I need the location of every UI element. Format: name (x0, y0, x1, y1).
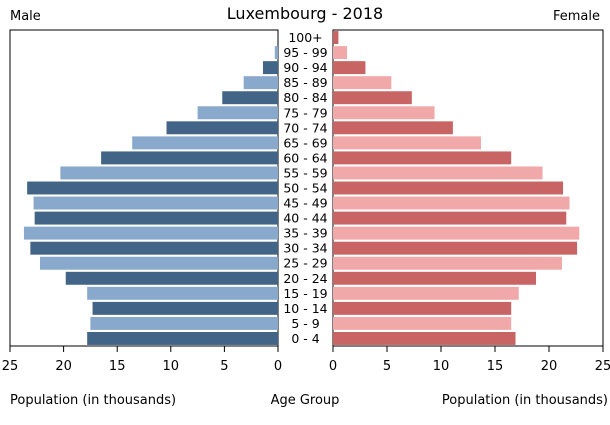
age-group-label: 100+ (288, 30, 322, 45)
age-group-label: 15 - 19 (283, 286, 327, 301)
female-bar-14 (333, 241, 578, 255)
age-group-label: 5 - 9 (291, 316, 319, 331)
male-bar-13 (23, 226, 278, 240)
age-group-label: 50 - 54 (283, 181, 327, 196)
male-bar-7 (132, 136, 278, 150)
male-bar-20 (87, 332, 279, 345)
age-group-label: 10 - 14 (283, 301, 327, 316)
male-side-label: Male (10, 9, 41, 24)
female-bar-10 (333, 181, 564, 195)
age-group-label: 95 - 99 (283, 45, 327, 60)
male-bar-3 (243, 76, 278, 90)
female-bar-18 (333, 301, 512, 315)
male-bar-16 (65, 271, 278, 285)
male-bar-11 (33, 196, 278, 210)
age-group-label: 25 - 29 (283, 256, 327, 271)
female-bar-16 (333, 271, 537, 285)
male-bar-12 (34, 211, 278, 225)
age-group-label: 70 - 74 (283, 120, 327, 135)
female-x-tick-label: 5 (383, 359, 391, 374)
female-side-label: Female (552, 9, 600, 24)
age-group-label: 75 - 79 (283, 105, 327, 120)
female-x-tick-label: 0 (329, 359, 337, 374)
female-bar-19 (333, 316, 512, 330)
male-bar-1 (274, 46, 278, 60)
male-x-tick-label: 25 (2, 359, 19, 374)
age-group-label: 35 - 39 (283, 226, 327, 241)
female-bar-17 (333, 286, 519, 300)
female-bar-6 (333, 121, 453, 135)
female-x-tick-label: 20 (541, 359, 558, 374)
male-x-tick-label: 10 (163, 359, 180, 374)
male-bar-15 (40, 256, 279, 270)
female-x-tick-label: 25 (595, 359, 610, 374)
male-bar-2 (262, 61, 278, 75)
female-bar-1 (333, 46, 348, 60)
age-group-label: 60 - 64 (283, 150, 327, 165)
male-x-tick-label: 15 (109, 359, 126, 374)
x-axis-label-female: Population (in thousands) (441, 393, 608, 408)
age-group-label: 40 - 44 (283, 211, 327, 226)
female-bar-2 (333, 61, 366, 75)
female-bar-7 (333, 136, 481, 150)
female-x-tick-label: 15 (487, 359, 504, 374)
male-x-tick-label: 0 (274, 359, 282, 374)
female-bar-11 (333, 196, 570, 210)
male-bar-19 (90, 316, 279, 330)
age-group-label: 30 - 34 (283, 241, 327, 256)
male-bar-5 (197, 106, 278, 120)
female-x-tick-label: 10 (433, 359, 450, 374)
female-bar-3 (333, 76, 392, 90)
male-bar-8 (101, 151, 279, 165)
age-group-label: 20 - 24 (283, 271, 327, 286)
male-bar-18 (92, 301, 278, 315)
female-bar-15 (333, 256, 562, 270)
age-group-label: 85 - 89 (283, 75, 327, 90)
female-bar-4 (333, 91, 412, 105)
chart-title: Luxembourg - 2018 (226, 4, 384, 23)
female-bar-9 (333, 166, 543, 180)
female-bar-12 (333, 211, 567, 225)
age-group-label: 65 - 69 (283, 135, 327, 150)
age-group-label: 80 - 84 (283, 90, 327, 105)
male-bar-9 (60, 166, 278, 180)
male-x-tick-label: 5 (220, 359, 228, 374)
age-group-label: 55 - 59 (283, 165, 327, 180)
female-bar-8 (333, 151, 512, 165)
female-bar-0 (333, 31, 339, 44)
male-x-tick-label: 20 (55, 359, 72, 374)
age-group-label: 45 - 49 (283, 196, 327, 211)
male-bar-17 (87, 286, 279, 300)
female-bar-20 (333, 332, 516, 345)
male-bar-6 (166, 121, 278, 135)
x-axis-label-age-group: Age Group (270, 393, 340, 408)
male-bar-4 (222, 91, 278, 105)
male-bar-14 (30, 241, 279, 255)
female-bar-5 (333, 106, 435, 120)
age-group-label: 90 - 94 (283, 60, 327, 75)
x-axis-label-male: Population (in thousands) (10, 393, 177, 408)
male-bar-10 (27, 181, 278, 195)
age-group-label: 0 - 4 (291, 331, 319, 346)
female-bar-13 (333, 226, 580, 240)
